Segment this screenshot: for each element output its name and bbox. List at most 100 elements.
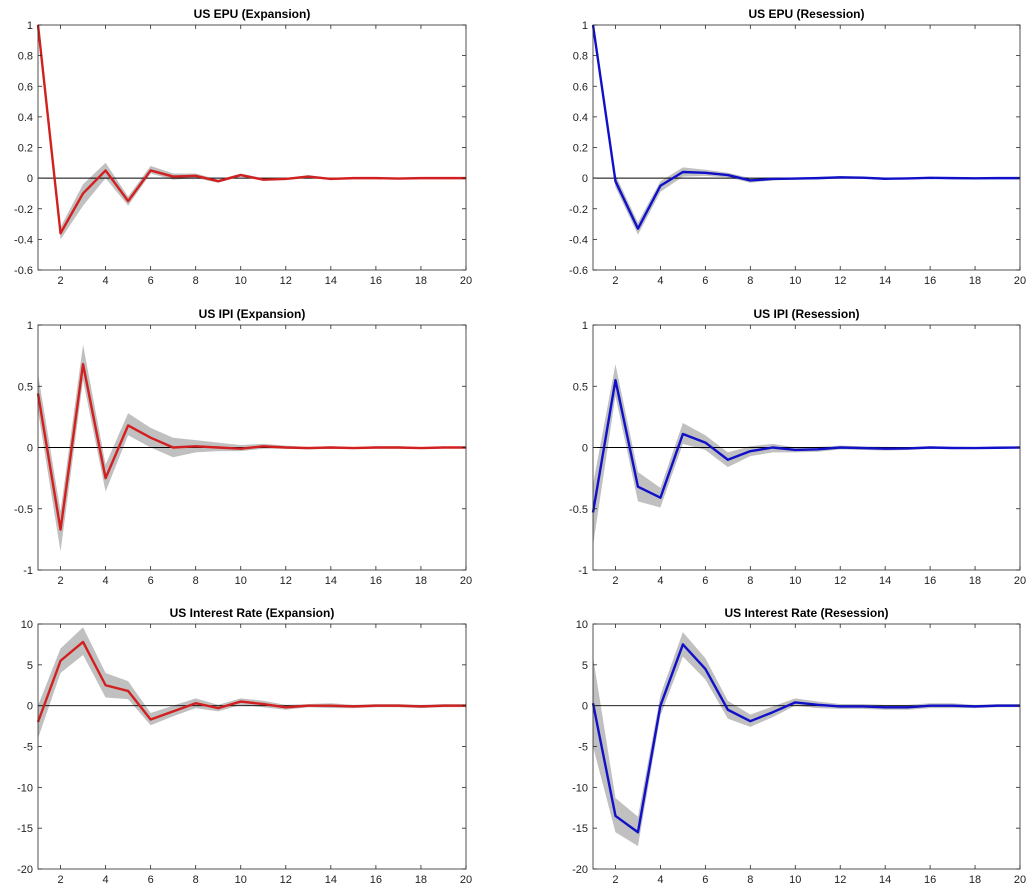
x-tick-label: 12 [834, 275, 846, 287]
confidence-band [593, 364, 1020, 546]
axes-box [592, 24, 1021, 271]
y-tick-label: 10 [576, 619, 588, 631]
x-tick-label: 14 [879, 575, 891, 587]
x-tick-label: 16 [924, 874, 936, 886]
response-line [36, 640, 466, 723]
confidence-band [593, 25, 1020, 235]
x-tick-label: 8 [747, 575, 753, 587]
panel-us-epu-expansion: US EPU (Expansion) 2 4 6 8 10 12 14 16 18 20-0.6-… [14, 7, 472, 287]
y-tick-label: 0.4 [573, 112, 588, 124]
x-tick-label: 12 [280, 575, 292, 587]
response-line [591, 378, 1021, 513]
y-tick-label: -20 [17, 864, 33, 876]
x-tick-label: 18 [969, 874, 981, 886]
y-tick-label: -0.5 [569, 504, 588, 516]
y-tick-label: -15 [17, 823, 33, 835]
x-tick-label: 4 [103, 874, 109, 886]
axes-box [37, 623, 467, 870]
x-tick-label: 16 [924, 575, 936, 587]
x-tick-label: 6 [148, 575, 154, 587]
x-tick-label: 4 [657, 575, 663, 587]
panel-title: US Interest Rate (Expansion) [170, 606, 335, 620]
y-tick-label: 0.8 [18, 51, 33, 63]
y-tick-label: -0.2 [569, 204, 588, 216]
y-tick-label: 1 [582, 20, 588, 32]
axes-box [592, 623, 1021, 870]
x-tick-label: 20 [460, 874, 472, 886]
x-tick-label: 12 [280, 874, 292, 886]
panel-title: US EPU (Expansion) [194, 7, 311, 21]
y-tick-label: -1 [23, 565, 33, 577]
x-tick-label: 4 [103, 575, 109, 587]
x-tick-label: 18 [415, 575, 427, 587]
y-tick-label: 0.5 [573, 381, 588, 393]
axes-box [37, 24, 467, 271]
x-tick-label: 16 [370, 575, 382, 587]
x-tick-label: 2 [612, 275, 618, 287]
x-tick-label: 8 [747, 874, 753, 886]
x-tick-label: 20 [460, 575, 472, 587]
x-tick-label: 12 [280, 275, 292, 287]
y-tick-label: -0.4 [569, 234, 588, 246]
y-tick-label: 0 [582, 443, 588, 455]
x-tick-label: 4 [657, 275, 663, 287]
x-tick-label: 6 [702, 275, 708, 287]
x-tick-label: 20 [460, 275, 472, 287]
y-tick-label: -0.6 [569, 265, 588, 277]
panel-us-epu-resession: US EPU (Resession) 2 4 6 8 10 12 14 16 18 20-0.6-… [569, 7, 1026, 287]
y-tick-label: -0.4 [14, 234, 33, 246]
x-tick-label: 16 [924, 275, 936, 287]
x-tick-label: 10 [235, 275, 247, 287]
y-tick-label: -15 [572, 823, 588, 835]
y-tick-label: 0.5 [18, 381, 33, 393]
y-tick-label: 1 [27, 320, 33, 332]
x-tick-label: 18 [415, 874, 427, 886]
x-tick-label: 6 [148, 874, 154, 886]
x-tick-label: 6 [148, 275, 154, 287]
panel-title: US IPI (Expansion) [199, 307, 306, 321]
confidence-band [38, 627, 466, 739]
y-tick-label: -5 [23, 742, 33, 754]
x-tick-label: 12 [834, 575, 846, 587]
x-tick-label: 6 [702, 575, 708, 587]
x-tick-label: 14 [879, 275, 891, 287]
x-tick-label: 8 [193, 275, 199, 287]
x-tick-label: 4 [103, 275, 109, 287]
panel-title: US IPI (Resession) [753, 307, 859, 321]
x-tick-label: 2 [57, 874, 63, 886]
panel-us-ipi-expansion: US IPI (Expansion) 2 4 6 8 10 12 14 16 18 20 -1 -0.… [14, 307, 472, 587]
y-tick-label: -0.5 [14, 504, 33, 516]
x-tick-label: 20 [1014, 575, 1026, 587]
x-tick-label: 10 [235, 874, 247, 886]
x-tick-label: 18 [969, 275, 981, 287]
y-tick-label: -0.6 [14, 265, 33, 277]
y-tick-label: 1 [582, 320, 588, 332]
x-tick-label: 8 [193, 575, 199, 587]
response-line [36, 24, 466, 235]
x-tick-label: 2 [612, 575, 618, 587]
x-tick-label: 2 [57, 575, 63, 587]
y-tick-label: 0.2 [573, 143, 588, 155]
panel-title: US Interest Rate (Resession) [724, 606, 888, 620]
x-tick-label: 6 [702, 874, 708, 886]
y-tick-label: -5 [578, 742, 588, 754]
y-tick-label: 0.2 [18, 143, 33, 155]
y-tick-label: 0.6 [18, 81, 33, 93]
response-line [591, 24, 1020, 230]
y-tick-label: -10 [572, 782, 588, 794]
panel-title: US EPU (Resession) [748, 7, 864, 21]
y-tick-label: 0 [582, 173, 588, 185]
panel-us-ipi-resession: US IPI (Resession) 2 4 6 8 10 12 14 16 18 20-1-0.… [569, 307, 1026, 587]
y-tick-label: -10 [17, 782, 33, 794]
x-tick-label: 10 [235, 575, 247, 587]
x-tick-label: 8 [747, 275, 753, 287]
x-tick-label: 2 [612, 874, 618, 886]
x-tick-label: 16 [370, 874, 382, 886]
x-tick-label: 14 [325, 575, 337, 587]
x-tick-label: 14 [325, 275, 337, 287]
x-tick-label: 10 [789, 275, 801, 287]
y-tick-label: 0.8 [573, 51, 588, 63]
y-tick-label: 5 [27, 660, 33, 672]
y-tick-label: -0.2 [14, 204, 33, 216]
